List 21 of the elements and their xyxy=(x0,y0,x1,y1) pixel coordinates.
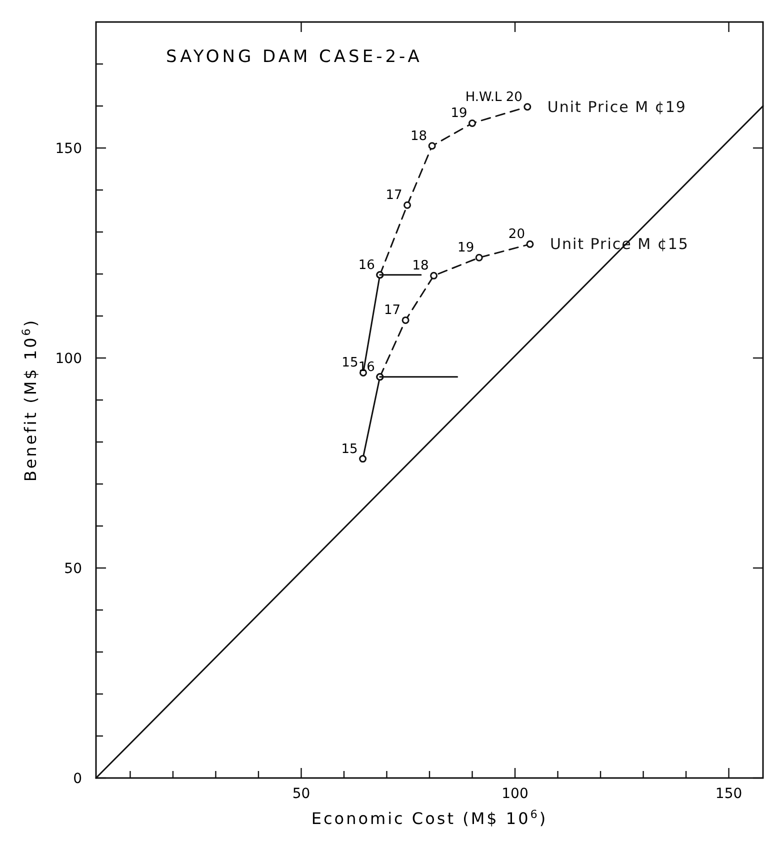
y-tick-label: 150 xyxy=(55,141,82,157)
series-label: Unit Price M ¢19 xyxy=(547,98,686,116)
text: SAYONG DAM CASE-2-A xyxy=(166,47,422,67)
annotation: 18 xyxy=(412,258,429,274)
y-tick-label: 0 xyxy=(73,771,82,787)
annotation: 17 xyxy=(384,303,401,318)
annotation: 19 xyxy=(458,240,474,256)
annotation: 18 xyxy=(410,128,428,144)
annotation: 16 xyxy=(358,258,375,273)
annotation: 15 xyxy=(341,442,358,457)
annotation: H.W.L 20 xyxy=(465,90,522,105)
x-tick-label: 150 xyxy=(715,786,742,802)
x-tick-label: 50 xyxy=(292,786,310,802)
annotation: 20 xyxy=(508,227,525,242)
annotation: 19 xyxy=(450,106,468,122)
x-tick-label: 100 xyxy=(502,786,528,802)
annotation: 17 xyxy=(386,188,402,204)
y-tick-label: 100 xyxy=(55,351,82,367)
y-tick-label: 50 xyxy=(64,561,82,577)
annotation: 15 xyxy=(342,356,358,371)
x-axis-title: Economic Cost (M$ 10$^{6}$) xyxy=(311,808,548,828)
